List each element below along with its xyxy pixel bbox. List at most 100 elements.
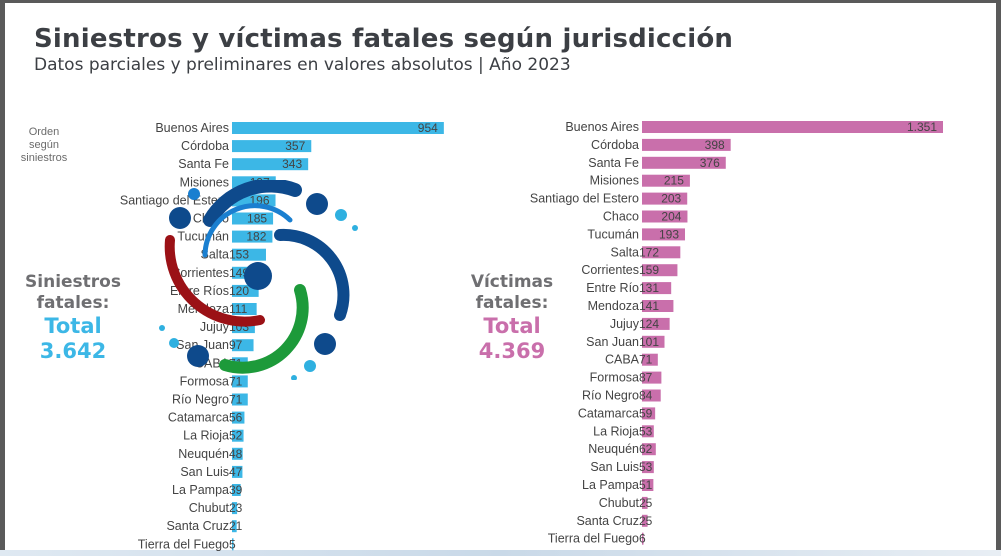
value-label: 131 xyxy=(639,281,659,295)
bar-row-victimas: Neuquén 62 xyxy=(588,442,656,456)
page-subtitle: Datos parciales y preliminares en valore… xyxy=(34,55,571,75)
bar-row-victimas: Chaco 204 xyxy=(603,210,688,224)
category-label: La Pampa xyxy=(582,478,639,492)
category-label: Catamarca xyxy=(578,406,639,420)
category-label: Catamarca xyxy=(168,411,229,425)
bar-row-victimas: Jujuy 124 xyxy=(610,317,670,331)
bar-siniestros xyxy=(232,484,241,496)
bar-row-victimas: Buenos Aires 1.351 xyxy=(565,120,943,134)
bar-victimas xyxy=(642,174,690,187)
bar-siniestros xyxy=(232,248,266,261)
bar-row-siniestros: San Juan 97 xyxy=(176,338,254,352)
bar-victimas xyxy=(642,282,672,295)
value-label: 203 xyxy=(661,192,681,206)
total-victimas-word: Total xyxy=(483,314,541,338)
value-label: 343 xyxy=(282,157,302,171)
total-siniestros-label-2: fatales: xyxy=(36,293,110,313)
bar-victimas xyxy=(642,371,662,384)
bar-row-siniestros: Catamarca 56 xyxy=(168,411,245,425)
bar-victimas xyxy=(642,138,731,151)
value-label: 71 xyxy=(229,393,243,407)
category-label: La Rioja xyxy=(183,429,229,443)
swirl-logo-icon xyxy=(159,180,358,380)
category-label: Santa Cruz xyxy=(166,519,229,533)
category-label: Buenos Aires xyxy=(155,121,229,135)
category-label: Chaco xyxy=(603,210,639,224)
bar-siniestros xyxy=(232,303,257,315)
bar-siniestros xyxy=(232,122,444,134)
bar-siniestros xyxy=(232,447,243,460)
value-label: 59 xyxy=(639,406,653,420)
bar-victimas xyxy=(642,121,943,133)
value-label: 124 xyxy=(639,317,659,331)
bar-row-victimas: La Rioja 53 xyxy=(593,424,654,438)
value-label: 193 xyxy=(659,227,679,241)
bar-row-siniestros: Tierra del Fuego 5 xyxy=(138,537,236,551)
bar-siniestros xyxy=(232,502,238,515)
category-label: Córdoba xyxy=(591,138,639,152)
category-label: Santa Cruz xyxy=(576,514,639,528)
bar-row-victimas: CABA 71 xyxy=(605,353,658,367)
category-label: San Juan xyxy=(176,338,229,352)
total-victimas-label-2: fatales: xyxy=(475,293,549,313)
category-label: Chubut xyxy=(599,496,640,510)
bar-siniestros xyxy=(232,429,244,442)
category-label: Tucumán xyxy=(177,230,229,244)
value-label: 53 xyxy=(639,460,653,474)
category-label: Formosa xyxy=(590,371,639,385)
value-label: 25 xyxy=(639,496,653,510)
value-label: 357 xyxy=(285,139,305,153)
value-label: 21 xyxy=(229,519,243,533)
value-label: 71 xyxy=(229,374,243,388)
total-siniestros-word: Total xyxy=(44,314,102,338)
bar-victimas xyxy=(642,335,665,348)
bar-siniestros xyxy=(232,411,245,424)
category-label: La Rioja xyxy=(593,424,639,438)
bar-victimas xyxy=(642,532,644,545)
bar-row-siniestros: San Luis 47 xyxy=(180,465,242,479)
bar-row-victimas: Formosa 87 xyxy=(590,371,662,385)
category-label: Jujuy xyxy=(200,320,230,334)
bar-row-victimas: Salta 172 xyxy=(611,245,681,259)
bar-victimas xyxy=(642,353,658,366)
bar-row-victimas: Río Negro 84 xyxy=(582,389,661,403)
category-label: San Luis xyxy=(180,465,229,479)
bar-victimas xyxy=(642,300,674,312)
bar-row-victimas: Córdoba 398 xyxy=(591,138,731,152)
total-victimas: Víctimas fatales: Total 4.369 xyxy=(462,272,562,364)
category-label: Jujuy xyxy=(610,317,640,331)
value-label: 53 xyxy=(639,424,653,438)
category-label: Corrientes xyxy=(171,266,229,280)
category-label: La Pampa xyxy=(172,483,229,497)
bar-victimas xyxy=(642,514,648,527)
value-label: 5 xyxy=(229,537,236,551)
bar-row-siniestros: Chubut 23 xyxy=(189,501,243,515)
category-label: Santiago del Estero xyxy=(530,192,639,206)
value-label: 185 xyxy=(247,212,267,226)
bar-siniestros xyxy=(232,212,274,225)
value-label: 52 xyxy=(229,429,243,443)
page-title: Siniestros y víctimas fatales según juri… xyxy=(34,24,734,54)
value-label: 47 xyxy=(229,465,243,479)
bar-row-victimas: Corrientes 159 xyxy=(581,263,678,277)
bar-row-siniestros: Buenos Aires 954 xyxy=(155,121,444,135)
value-label: 153 xyxy=(229,248,249,262)
bar-row-victimas: Tierra del Fuego 6 xyxy=(548,532,646,546)
bar-victimas xyxy=(642,317,670,330)
value-label: 182 xyxy=(246,230,266,244)
value-label: 97 xyxy=(229,338,243,352)
value-label: 172 xyxy=(639,245,659,259)
value-label: 1.351 xyxy=(907,120,937,134)
category-label: Río Negro xyxy=(172,393,229,407)
category-label: Neuquén xyxy=(178,447,229,461)
category-label: Misiones xyxy=(590,174,639,188)
value-label: 84 xyxy=(639,389,653,403)
value-label: 25 xyxy=(639,514,653,528)
bar-row-victimas: Mendoza 141 xyxy=(588,299,674,313)
value-label: 159 xyxy=(639,263,659,277)
value-label: 51 xyxy=(639,478,653,492)
bar-siniestros xyxy=(232,230,273,243)
bar-siniestros xyxy=(232,538,234,551)
category-label: Santa Fe xyxy=(178,157,229,171)
